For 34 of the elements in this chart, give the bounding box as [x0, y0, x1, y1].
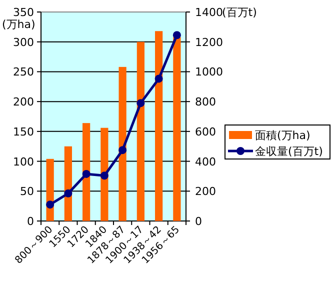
y2-tick-label: 0	[195, 215, 202, 228]
y-tick-label: 50	[20, 185, 34, 198]
point	[172, 31, 181, 40]
y2-tick-label: 1000	[195, 66, 223, 79]
bar	[100, 128, 108, 221]
legend-label: 面積(万ha)	[255, 129, 310, 142]
y2-tick-label: 800	[195, 96, 216, 109]
bar	[118, 66, 126, 221]
bar	[136, 42, 144, 221]
point	[46, 200, 54, 209]
bar	[155, 31, 163, 221]
point	[82, 170, 90, 178]
point	[154, 74, 163, 83]
y-axis-title: (万ha)	[2, 18, 36, 31]
y2-tick-label: 1200	[195, 36, 223, 49]
point	[64, 189, 72, 198]
bar	[82, 123, 90, 221]
y2-tick-label: 200	[195, 185, 216, 198]
bar	[173, 37, 181, 221]
point	[118, 146, 127, 154]
y-tick-label: 250	[13, 66, 34, 79]
y-tick-label: 300	[13, 36, 34, 49]
y-tick-label: 150	[13, 125, 34, 138]
y2-axis-title: (百万t)	[222, 6, 257, 19]
y-tick-label: 100	[13, 155, 34, 168]
y-tick-label: 0	[27, 215, 34, 228]
y2-tick-label: 600	[195, 125, 216, 138]
y2-tick-label: 1400	[195, 6, 223, 19]
point	[100, 172, 108, 180]
y-tick-label: 200	[13, 96, 34, 109]
point	[136, 99, 145, 108]
y-tick-label: 350	[13, 6, 34, 19]
legend-label: 金収量(百万t)	[255, 145, 323, 158]
y2-tick-label: 400	[195, 155, 216, 168]
